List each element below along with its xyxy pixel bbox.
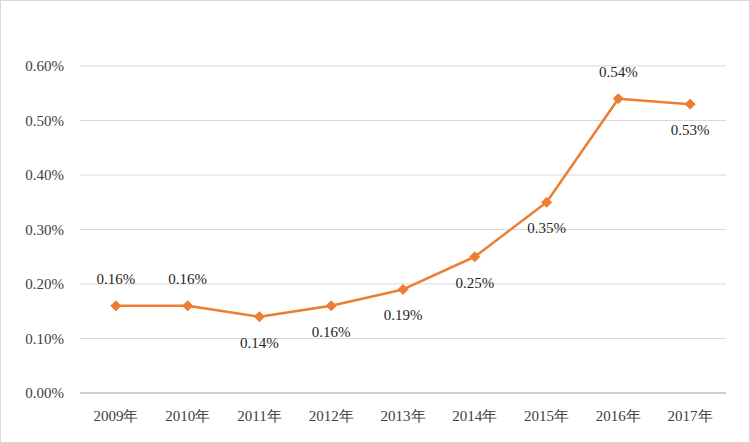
chart: 0.00% 0.10% 0.20% 0.30% 0.40% 0.50% 0.60% 2009年… [0,0,750,443]
x-tick-label: 2017年 [668,408,713,424]
data-label: 0.54% [599,64,638,80]
plot-area [111,94,695,322]
y-tick-label: 0.20% [25,276,64,292]
marker [613,94,623,104]
x-axis [80,393,726,394]
x-tick-label: 2012年 [309,408,354,424]
x-tick-label: 2013年 [381,408,426,424]
data-label: 0.35% [527,220,566,236]
grid-line [80,229,726,230]
data-label: 0.53% [671,122,710,138]
x-tick-label: 2009年 [93,408,138,424]
marker [254,312,264,322]
marker [111,301,121,311]
x-tick-label: 2015年 [524,408,569,424]
marker [326,301,336,311]
x-tick-label: 2011年 [237,408,281,424]
x-tick-label: 2010年 [165,408,210,424]
grid-line [80,175,726,176]
x-tick-label: 2016年 [596,408,641,424]
grid-line [80,120,726,121]
y-tick-label: 0.10% [25,331,64,347]
marker [470,252,480,262]
data-label: 0.14% [240,335,279,351]
data-label: 0.25% [455,275,494,291]
marker [183,301,193,311]
data-label: 0.19% [384,307,423,323]
grid-line [80,393,726,394]
y-tick-label: 0.50% [25,113,64,129]
data-label: 0.16% [97,271,136,287]
data-label: 0.16% [312,324,351,340]
marker [542,197,552,207]
frame [1,1,750,443]
y-tick-label: 0.40% [25,167,64,183]
y-tick-label: 0.30% [25,222,64,238]
grid-line [80,338,726,339]
y-tick-label: 0.00% [25,385,64,401]
data-label: 0.16% [168,271,207,287]
y-tick-label: 0.60% [25,58,64,74]
marker [398,284,408,294]
x-tick-label: 2014年 [452,408,497,424]
line [116,99,690,317]
marker [685,99,695,109]
